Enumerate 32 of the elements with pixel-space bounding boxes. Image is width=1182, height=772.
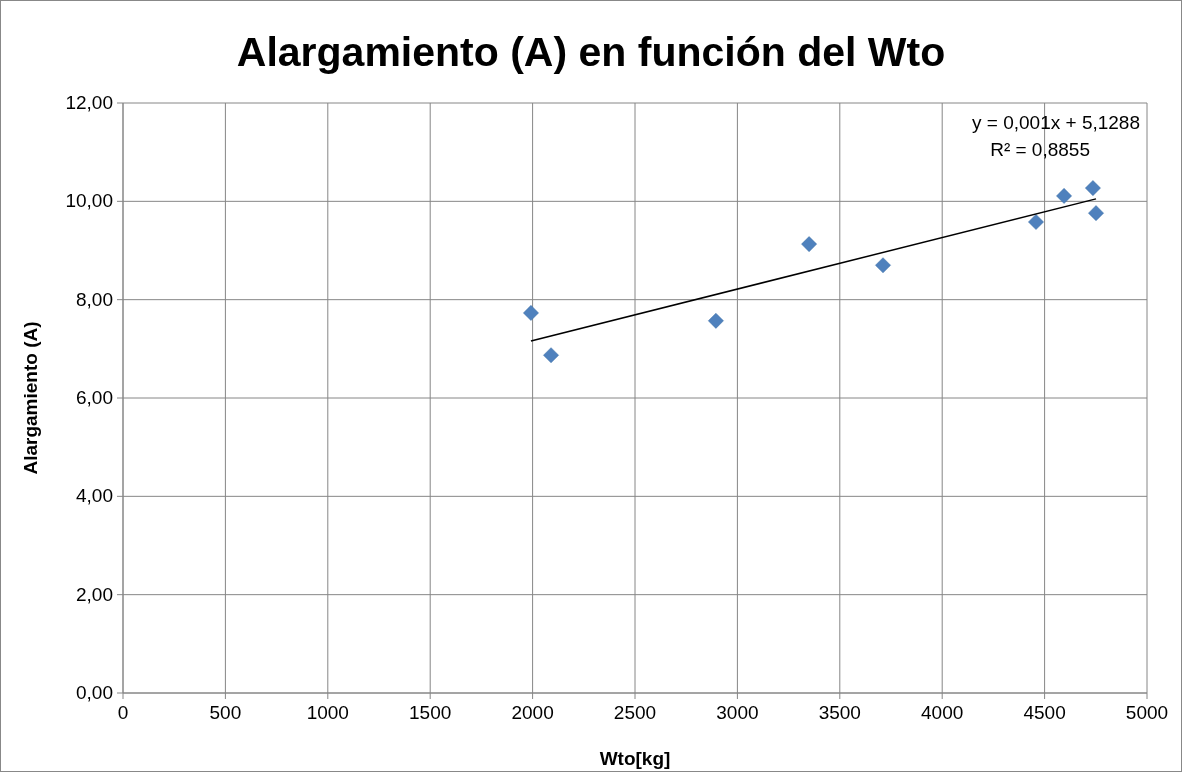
x-tick-label: 1500 — [409, 702, 452, 723]
x-tick-label: 500 — [209, 702, 242, 723]
x-tick-label: 1000 — [306, 702, 349, 723]
annotation: R² = 0,8855 — [990, 139, 1090, 160]
x-tick-label: 5000 — [1125, 702, 1169, 723]
x-tick-label: 2000 — [511, 702, 554, 723]
x-tick-label: 3000 — [716, 702, 759, 723]
annotation: y = 0,001x + 5,1288 — [972, 112, 1140, 133]
point — [543, 347, 559, 364]
point — [801, 236, 817, 252]
y-tick-label: 2,00 — [76, 583, 113, 605]
point — [708, 312, 724, 329]
x-tick-label: 4000 — [921, 702, 964, 723]
point — [875, 257, 891, 274]
point — [1088, 205, 1104, 221]
x-tick-label: 4500 — [1023, 702, 1066, 723]
x-axis-title: Wto[kg] — [599, 748, 671, 769]
x-tick-label: 3500 — [818, 702, 861, 723]
chart-title: Alargamiento (A) en función del Wto — [236, 29, 946, 75]
y-tick-label: 10,00 — [65, 190, 113, 212]
point — [1056, 188, 1072, 204]
y-tick-label: 12,00 — [65, 92, 113, 113]
point — [1028, 214, 1044, 230]
x-tick-label: 2500 — [613, 702, 657, 723]
point — [1085, 180, 1101, 196]
point — [523, 305, 539, 321]
x-tick-label: 0 — [117, 702, 129, 723]
y-tick-label: 4,00 — [76, 485, 113, 507]
y-axis-title: Alargamiento (A) — [20, 321, 41, 475]
y-tick-label: 8,00 — [76, 288, 113, 310]
y-tick-label: 0,00 — [76, 682, 113, 703]
y-tick-label: 6,00 — [76, 387, 113, 408]
